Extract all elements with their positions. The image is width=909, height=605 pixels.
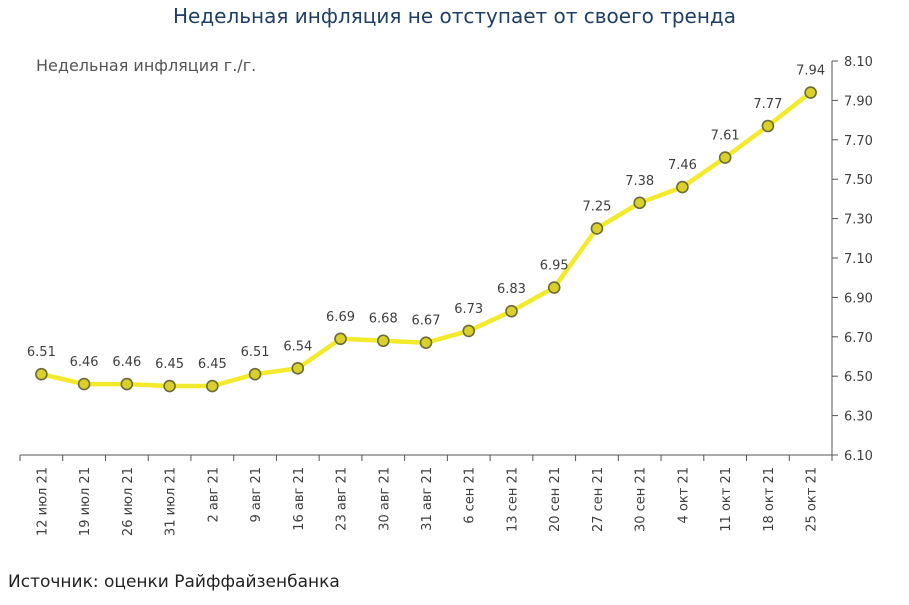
data-label: 7.38 [625, 174, 654, 189]
data-point [120, 377, 134, 391]
data-point [462, 324, 476, 338]
data-point [676, 180, 689, 194]
data-point [419, 336, 433, 350]
data-label: 6.68 [369, 312, 398, 327]
data-label: 6.54 [283, 339, 312, 354]
x-tick-label: 12 июл 21 [35, 467, 50, 536]
y-tick-label: 6.30 [844, 410, 873, 425]
data-point [248, 367, 262, 381]
y-tick-label: 7.50 [844, 173, 873, 188]
data-point [163, 379, 176, 393]
data-point [633, 196, 646, 210]
data-point [35, 367, 48, 381]
x-tick-label: 18 окт 21 [762, 467, 777, 532]
axes: 6.10 6.30 6.50 6.70 6.90 7.10 7.30 7.50 7.70 7.90… [19, 55, 873, 536]
data-label: 6.51 [241, 345, 270, 360]
x-tick-label: 26 июл 21 [121, 467, 136, 536]
data-point [590, 222, 604, 235]
data-label: 6.46 [70, 355, 99, 370]
data-point [505, 304, 518, 318]
y-tick-label: 6.50 [844, 370, 873, 385]
data-label: 6.67 [412, 314, 441, 329]
y-tick-label: 7.70 [844, 134, 873, 149]
y-axis-label: Недельная инфляция г./г. [36, 56, 257, 75]
data-label: 6.45 [198, 357, 227, 372]
data-label: 7.25 [582, 199, 611, 214]
data-label: 6.69 [326, 310, 355, 325]
x-tick-label: 6 сен 21 [463, 467, 478, 524]
y-tick-label: 6.90 [844, 291, 873, 306]
data-label: 7.61 [711, 129, 740, 144]
data-points [35, 86, 817, 393]
data-label: 6.83 [497, 282, 526, 297]
data-point [804, 86, 817, 99]
x-tick-label: 19 июл 21 [78, 467, 93, 536]
y-tick-label: 6.10 [844, 449, 873, 464]
data-label: 7.94 [796, 64, 825, 79]
x-tick-label: 2 авг 21 [206, 467, 221, 523]
x-tick-label: 23 авг 21 [335, 467, 350, 531]
x-tick-label: 20 сен 21 [548, 467, 563, 532]
source-note: Источник: оценки Райффайзенбанка [8, 572, 340, 592]
y-tick-label: 8.10 [844, 55, 873, 70]
data-point [77, 377, 91, 391]
x-tick-label: 31 июл 21 [164, 467, 179, 536]
data-point [334, 332, 347, 346]
y-tick-label: 7.10 [844, 252, 873, 267]
x-tick-label: 27 сен 21 [591, 467, 606, 532]
x-tick-label: 30 сен 21 [634, 467, 649, 532]
data-label: 6.51 [27, 345, 56, 360]
data-label: 7.77 [753, 97, 782, 112]
x-tick-label: 30 авг 21 [377, 467, 392, 531]
x-tick-label: 31 авг 21 [420, 467, 435, 531]
x-tick-label: 25 окт 21 [805, 467, 820, 532]
data-point [761, 119, 775, 133]
data-point [291, 362, 305, 375]
data-point [206, 379, 219, 393]
x-tick-label: 9 авг 21 [249, 467, 264, 523]
chart-title: Недельная инфляция не отступает от своег… [173, 4, 736, 28]
data-label: 7.46 [668, 158, 697, 173]
y-tick-label: 7.30 [844, 213, 873, 228]
x-tick-label: 11 окт 21 [719, 467, 734, 532]
data-label: 6.73 [454, 302, 483, 317]
data-label: 6.95 [540, 259, 569, 274]
x-tick-label: 4 окт 21 [676, 467, 691, 523]
y-tick-label: 6.70 [844, 331, 873, 346]
data-label: 6.46 [112, 355, 141, 370]
data-label: 6.45 [155, 357, 184, 372]
data-labels: 6.51 6.46 6.46 6.45 6.45 6.51 6.54 6.69 6.68 6.67… [27, 64, 825, 373]
data-point [718, 151, 732, 164]
x-tick-label: 16 авг 21 [292, 467, 307, 531]
data-point [547, 281, 561, 294]
x-tick-label: 13 сен 21 [505, 467, 520, 532]
data-point [376, 334, 390, 348]
y-tick-label: 7.90 [844, 94, 873, 109]
